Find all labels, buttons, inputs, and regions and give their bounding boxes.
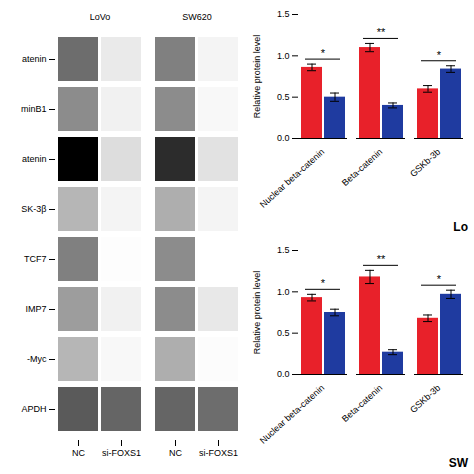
svg-text:*: * <box>437 273 442 285</box>
svg-text:LoVo: LoVo <box>90 12 111 22</box>
svg-text:Beta-catenin: Beta-catenin <box>340 147 384 188</box>
svg-text:atenin: atenin <box>22 54 47 64</box>
svg-text:**: ** <box>377 253 386 265</box>
svg-text:*: * <box>437 49 442 61</box>
svg-text:si-FOXS1: si-FOXS1 <box>102 448 141 458</box>
svg-text:atenin: atenin <box>22 154 47 164</box>
svg-text:0.0: 0.0 <box>277 369 290 379</box>
svg-text:**: ** <box>377 26 386 38</box>
svg-text:GSKb-3b: GSKb-3b <box>408 383 442 415</box>
html-text:SW: SW <box>448 456 468 470</box>
svg-text:1.5: 1.5 <box>277 9 290 19</box>
svg-text:0.0: 0.0 <box>277 133 290 143</box>
svg-text:1.0: 1.0 <box>277 51 290 61</box>
svg-text:minB1: minB1 <box>21 104 47 114</box>
svg-text:*: * <box>321 47 326 59</box>
svg-text:Nuclear beta-catenin: Nuclear beta-catenin <box>258 383 326 446</box>
svg-text:si-FOXS1: si-FOXS1 <box>199 448 238 458</box>
svg-text:TCF7: TCF7 <box>24 254 47 264</box>
html-text:Lo: Lo <box>453 220 468 234</box>
svg-text:0.5: 0.5 <box>277 92 290 102</box>
svg-text:NC: NC <box>169 448 182 458</box>
svg-text:Beta-catenin: Beta-catenin <box>340 383 384 424</box>
svg-text:-Myc: -Myc <box>27 354 47 364</box>
svg-text:*: * <box>321 277 326 289</box>
svg-text:IMP7: IMP7 <box>25 304 46 314</box>
svg-text:1.0: 1.0 <box>277 287 290 297</box>
svg-text:APDH: APDH <box>21 404 46 414</box>
svg-text:SW620: SW620 <box>182 12 212 22</box>
svg-text:Nuclear beta-catenin: Nuclear beta-catenin <box>258 147 326 210</box>
svg-text:Relative protein level: Relative protein level <box>252 35 262 119</box>
svg-text:GSKb-3b: GSKb-3b <box>408 147 442 179</box>
svg-text:NC: NC <box>72 448 85 458</box>
svg-text:Relative protein level: Relative protein level <box>252 271 262 355</box>
svg-text:SK-3β: SK-3β <box>21 204 46 214</box>
svg-text:0.5: 0.5 <box>277 328 290 338</box>
svg-text:1.5: 1.5 <box>277 245 290 255</box>
